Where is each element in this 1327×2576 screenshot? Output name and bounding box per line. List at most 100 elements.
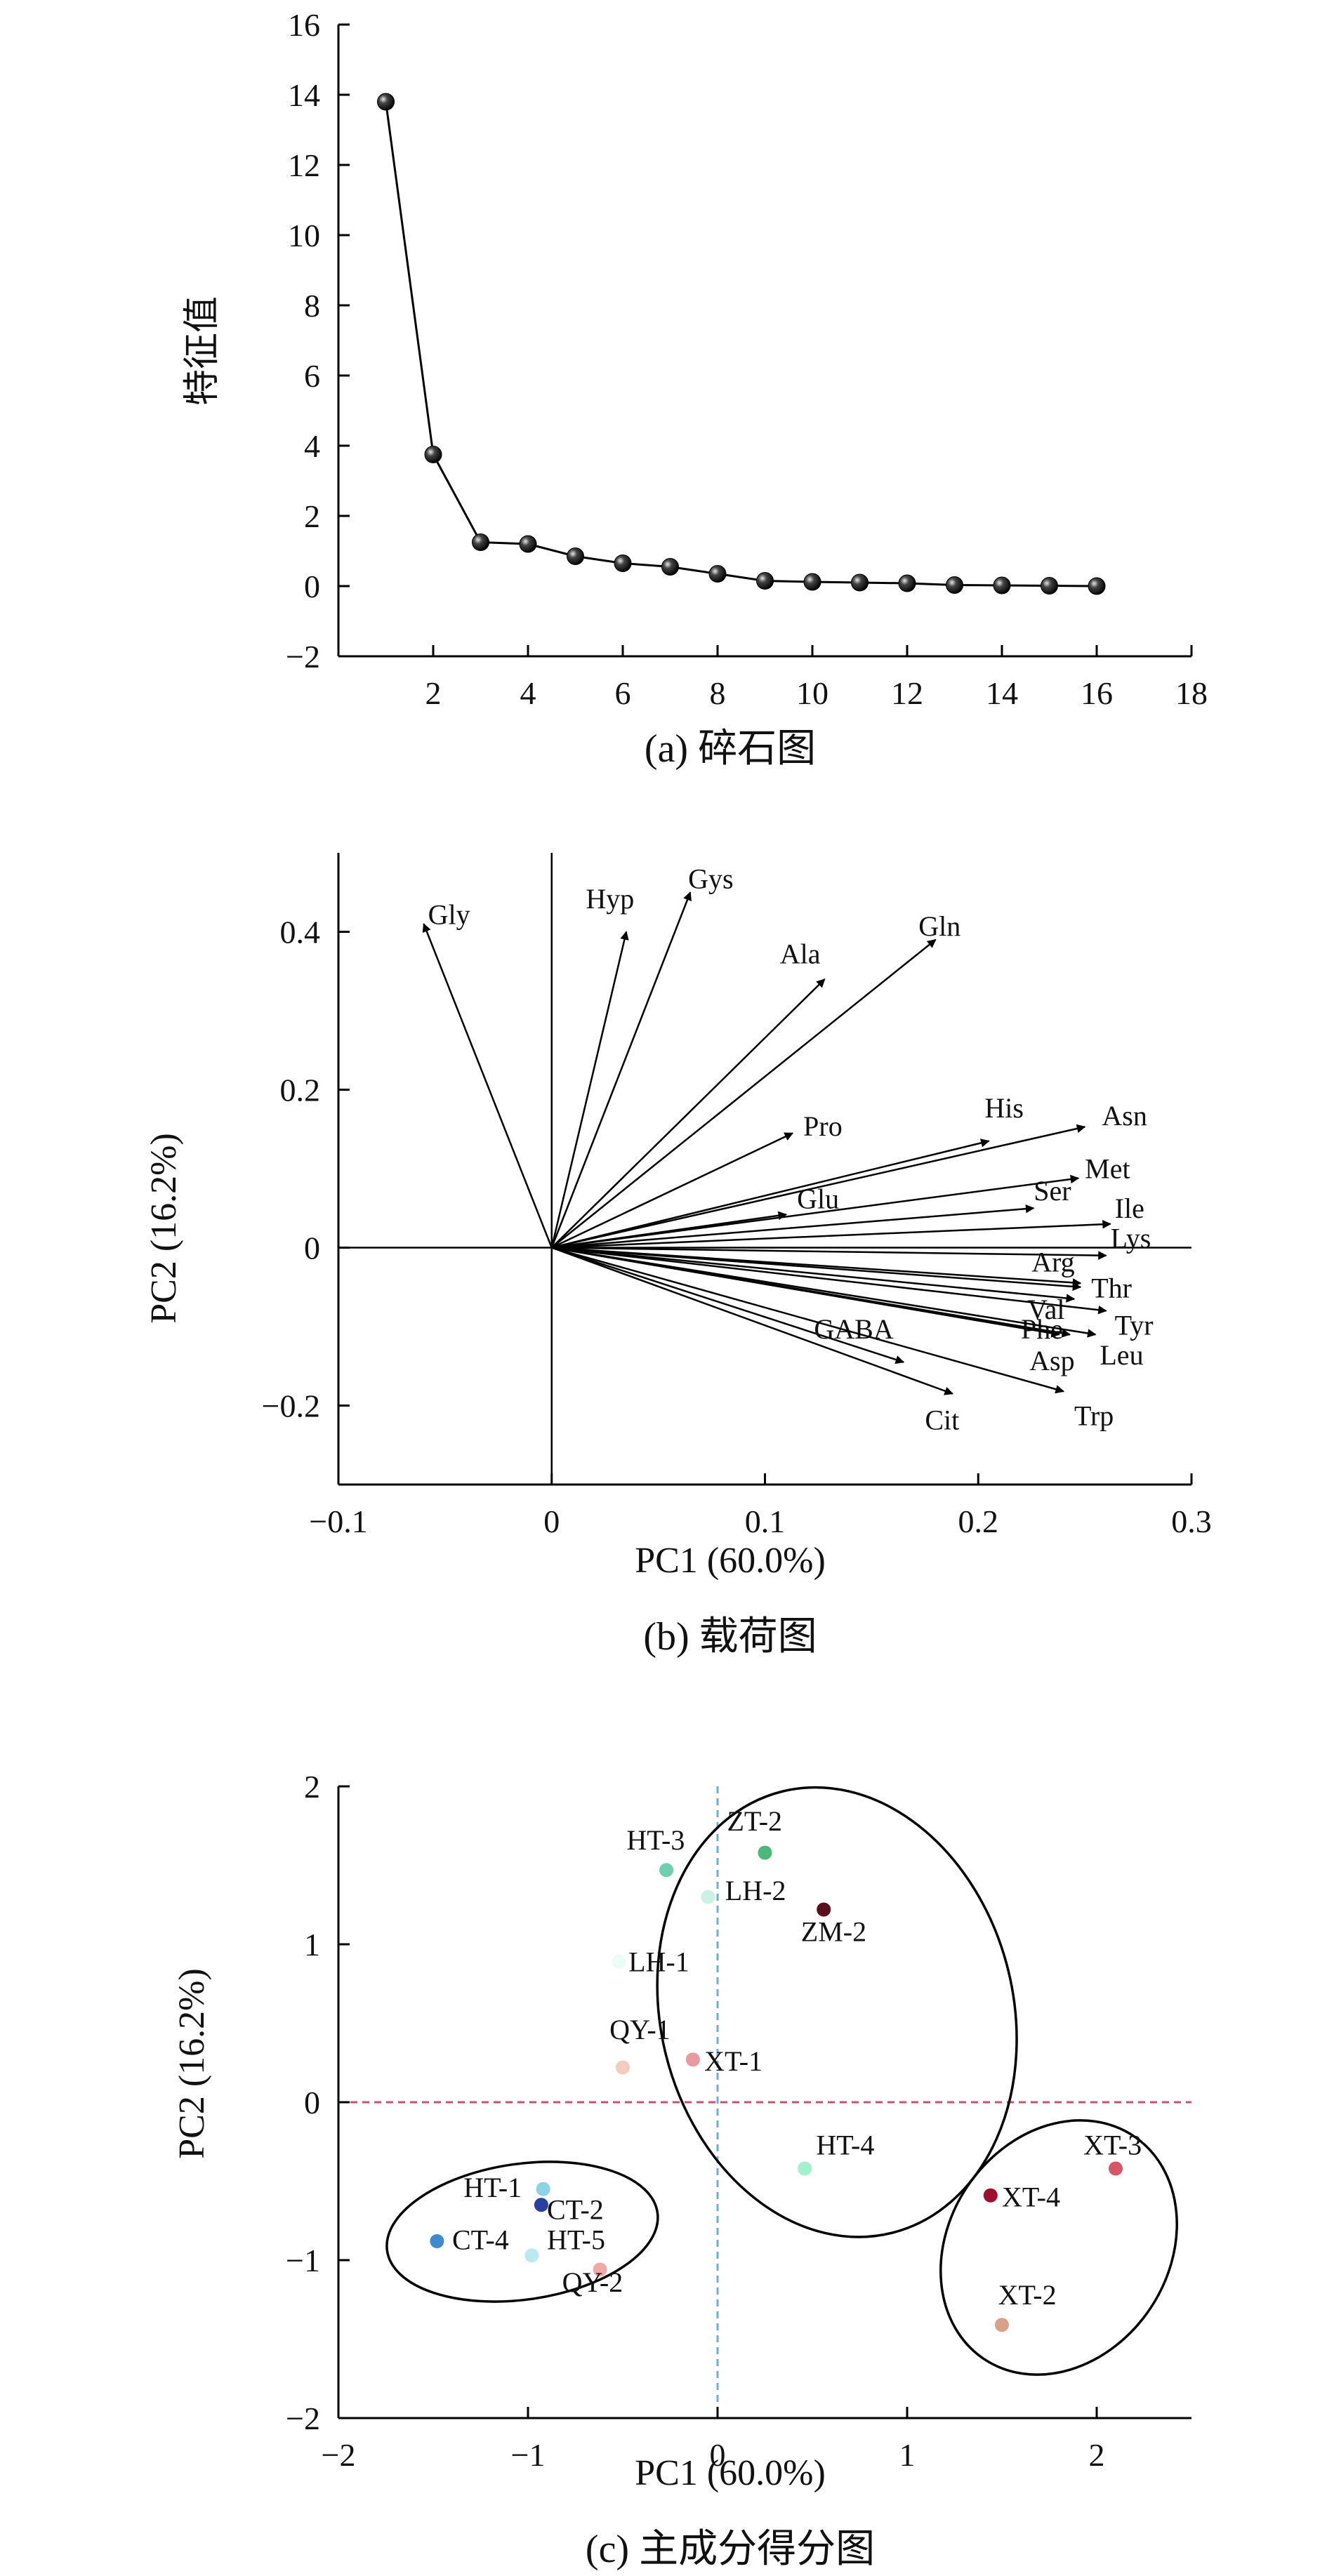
vector-label-met: Met	[1085, 1153, 1130, 1185]
vector-label-gys: Gys	[688, 863, 733, 895]
scree-point	[803, 573, 821, 591]
vector-his	[551, 1138, 990, 1249]
loading-caption: (b) 载荷图	[643, 1615, 817, 1659]
vector-gaba	[551, 1247, 905, 1365]
scree-marks	[377, 93, 1106, 595]
scree-ylabel: 特征值	[183, 296, 223, 406]
loading-ticks: −0.2 0 0.2 0.4 −0.1 0 0.1 0.2 0.3	[262, 915, 1212, 1540]
vector-thr	[551, 1247, 1082, 1292]
scree-line	[385, 101, 1097, 587]
score-label-ht-3: HT-3	[626, 1824, 685, 1856]
vector-label-lys: Lys	[1111, 1223, 1151, 1254]
score-ytick-label: 0	[304, 2085, 320, 2120]
loading-xlabel: PC1 (60.0%)	[635, 1541, 826, 1581]
scree-point	[946, 576, 963, 594]
score-xlabel: PC1 (60.0%)	[635, 2453, 826, 2493]
scree-point	[519, 535, 537, 553]
score-xtick-label: 0	[710, 2437, 726, 2473]
vector-label-ile: Ile	[1115, 1193, 1144, 1224]
loading-xtick-label: 0.3	[1171, 1503, 1212, 1539]
score-ytick-label: −2	[286, 2401, 320, 2436]
scree-caption: (a) 碎石图	[645, 727, 816, 771]
loading-plot: −0.200.20.4−0.1 0 0.1 0.2 0.3 Gly HypGysAlaGl…	[144, 853, 1212, 1659]
loading-ytick-label: 0.4	[280, 915, 321, 950]
loading-xtick-label: −0.1	[309, 1503, 367, 1539]
vector-label-ala: Ala	[780, 938, 821, 970]
scree-ytick-label: 0	[304, 569, 320, 604]
scree-xtick-label: 16	[1081, 675, 1113, 711]
score-point-xt-1	[685, 2052, 700, 2067]
scree-ticks: −2 0 2 4 6 8 10 12 14 16 2 4 6 8 10 12 14 16 18	[286, 7, 1208, 711]
score-point-lh-2	[701, 1890, 715, 1904]
scree-point	[1041, 577, 1058, 595]
scree-point	[898, 574, 916, 592]
scree-axes	[337, 25, 1191, 658]
scree-ytick-label: 12	[288, 147, 320, 183]
vector-label-cit: Cit	[925, 1404, 959, 1435]
score-point-xt-2	[995, 2318, 1009, 2332]
scree-xtick-label: 2	[425, 675, 442, 711]
score-label-qy-2: QY-2	[562, 2266, 623, 2298]
score-xtick-label: 1	[899, 2437, 916, 2473]
score-label-lh-1: LH-1	[628, 1946, 689, 1977]
vector-glu	[551, 1211, 788, 1249]
score-label-ct-2: CT-2	[547, 2194, 604, 2226]
score-label-ht-4: HT-4	[816, 2129, 874, 2160]
score-ylabel: PC2 (16.2%)	[172, 1968, 212, 2159]
vector-ser	[551, 1204, 1035, 1249]
scree-point	[567, 547, 584, 565]
score-label-zm-2: ZM-2	[801, 1916, 866, 1948]
loading-ytick-label: 0	[304, 1230, 320, 1266]
scree-point	[614, 555, 632, 572]
score-point-ht-1	[536, 2182, 550, 2196]
loading-ytick-label: 0.2	[280, 1073, 321, 1108]
score-label-lh-2: LH-2	[725, 1875, 786, 1906]
vector-label-hyp: Hyp	[586, 883, 634, 915]
score-point-xt-3	[1109, 2161, 1123, 2176]
score-xtick-label: −2	[322, 2437, 356, 2473]
vector-asp	[551, 1247, 1060, 1338]
vector-label-his: His	[984, 1092, 1024, 1124]
vector-label-asn: Asn	[1102, 1100, 1147, 1131]
score-ytick-label: 2	[304, 1769, 320, 1805]
scree-point	[424, 446, 442, 463]
scree-xtick-label: 14	[986, 675, 1018, 711]
loading-axes	[337, 853, 1191, 1486]
score-caption: (c) 主成分得分图	[586, 2528, 875, 2571]
scree-point	[756, 572, 774, 590]
vector-label-gln: Gln	[918, 910, 960, 942]
vector-gly	[422, 923, 553, 1248]
vector-label-gly: Gly	[428, 898, 470, 930]
score-label-xt-4: XT-4	[1002, 2182, 1060, 2213]
loading-xtick-label: 0	[543, 1503, 560, 1539]
score-plot: −2 −1 0 1 2 −2 −1 0 1 2 ZT-2 HT-3 LH-2 ZM-2 LH-1 QY-1 X…	[172, 1769, 1191, 2571]
scree-ytick-label: 2	[304, 498, 320, 534]
vector-pro	[551, 1132, 794, 1249]
vector-label-tyr: Tyr	[1115, 1309, 1154, 1341]
score-label-xt-2: XT-2	[998, 2279, 1057, 2311]
scree-xtick-label: 8	[710, 675, 726, 711]
score-label-xt-3: XT-3	[1083, 2129, 1142, 2160]
score-point-ht-5	[524, 2248, 539, 2263]
vector-gys	[550, 891, 692, 1248]
scree-ytick-label: −2	[286, 639, 320, 675]
scree-plot: −2 0 2 4 6 8 10 12 14 16 2 4 6 8 10 12 14 16 18 特征值 (a) 碎石…	[183, 7, 1208, 771]
scree-ytick-label: 4	[304, 428, 320, 464]
score-point-qy-2	[593, 2262, 607, 2277]
vector-label-pro: Pro	[803, 1110, 843, 1142]
scree-point	[472, 533, 489, 551]
scree-ytick-label: 10	[288, 218, 320, 253]
scree-ytick-label: 8	[304, 288, 320, 324]
loading-ylabel: PC2 (16.2%)	[144, 1133, 184, 1324]
scree-point	[993, 576, 1011, 595]
loading-xtick-label: 0.1	[745, 1503, 786, 1539]
vector-asn	[551, 1124, 1086, 1249]
vector-label-arg: Arg	[1031, 1246, 1074, 1277]
vector-label-trp: Trp	[1074, 1400, 1114, 1432]
scree-ytick-label: 14	[288, 77, 320, 113]
score-ytick-label: 1	[304, 1927, 320, 1963]
vector-label-leu: Leu	[1100, 1339, 1143, 1371]
scree-xtick-label: 4	[520, 675, 536, 711]
vector-trp	[551, 1247, 1064, 1394]
vector-lys	[551, 1247, 1107, 1260]
